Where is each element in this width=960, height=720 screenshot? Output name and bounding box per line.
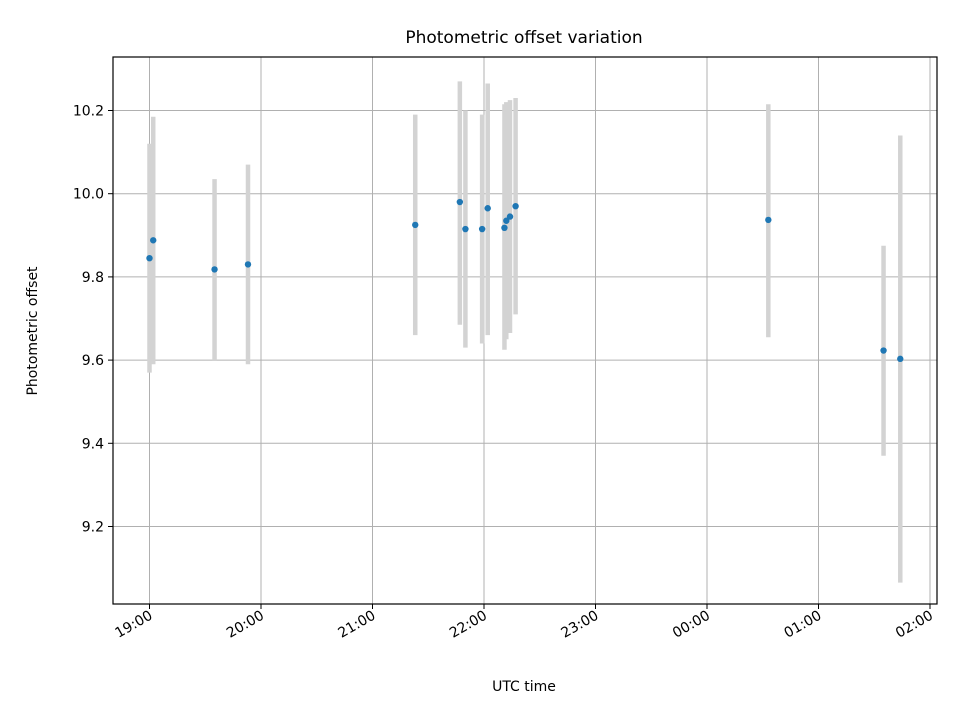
errorbar-layer bbox=[147, 81, 903, 583]
data-point bbox=[503, 217, 510, 224]
data-point bbox=[456, 198, 464, 206]
y-tick-label: 9.4 bbox=[82, 436, 104, 452]
y-tick-label: 10.2 bbox=[73, 104, 104, 120]
data-point bbox=[462, 225, 469, 233]
x-tick-label: 01:00 bbox=[782, 608, 825, 642]
x-tick-label: 02:00 bbox=[893, 608, 936, 642]
x-tick-label: 20:00 bbox=[224, 608, 267, 642]
x-tick-label: 19:00 bbox=[113, 608, 156, 642]
y-tick-label: 9.6 bbox=[82, 353, 104, 369]
data-point bbox=[244, 261, 252, 268]
y-tick-label: 9.8 bbox=[82, 270, 104, 286]
y-axis-label: Photometric offset bbox=[25, 266, 41, 396]
x-tick-label: 00:00 bbox=[670, 608, 713, 642]
data-point bbox=[211, 266, 218, 273]
data-point bbox=[897, 355, 904, 363]
data-point bbox=[880, 347, 887, 354]
x-tick-label: 23:00 bbox=[559, 608, 602, 642]
y-tick-label: 9.2 bbox=[82, 520, 104, 536]
data-point bbox=[484, 205, 491, 212]
data-point bbox=[765, 216, 772, 224]
plot-frame bbox=[112, 56, 938, 605]
data-point bbox=[412, 221, 419, 229]
x-tick-label: 22:00 bbox=[447, 608, 490, 642]
data-point bbox=[150, 237, 157, 244]
data-point bbox=[146, 254, 153, 262]
data-point bbox=[506, 213, 514, 220]
data-point bbox=[512, 202, 519, 210]
data-point bbox=[478, 225, 486, 233]
point-layer bbox=[146, 198, 904, 363]
chart-title: Photometric offset variation bbox=[405, 28, 642, 48]
x-tick-label: 21:00 bbox=[336, 608, 379, 642]
x-axis-label: UTC time bbox=[492, 679, 556, 695]
grid-layer bbox=[113, 57, 937, 604]
y-tick-label: 10.0 bbox=[73, 187, 104, 203]
data-point bbox=[501, 224, 508, 232]
